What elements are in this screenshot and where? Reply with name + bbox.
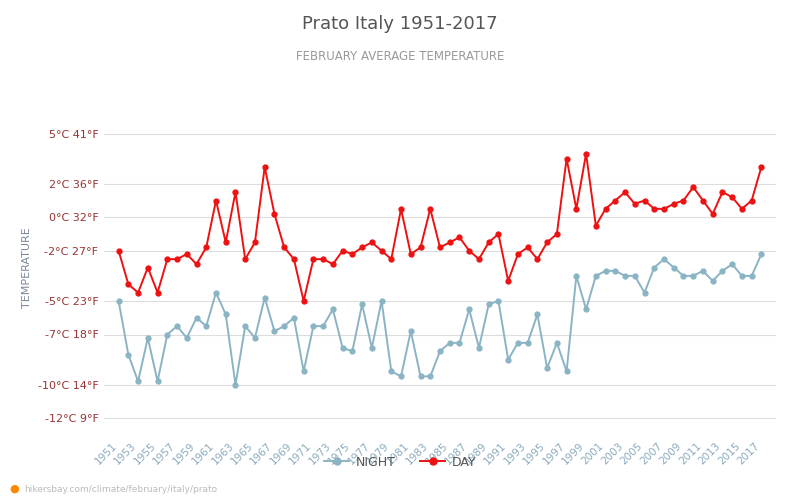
NIGHT [386, 368, 396, 374]
DAY [192, 261, 202, 267]
DAY [718, 189, 727, 195]
NIGHT [610, 268, 620, 274]
Text: hikersbay.com/climate/february/italy/prato: hikersbay.com/climate/february/italy/pra… [24, 485, 217, 494]
DAY [299, 298, 309, 304]
DAY [416, 244, 426, 250]
Text: ●: ● [10, 484, 19, 494]
NIGHT [757, 251, 766, 257]
Text: Prato Italy 1951-2017: Prato Italy 1951-2017 [302, 15, 498, 33]
Y-axis label: TEMPERATURE: TEMPERATURE [22, 227, 32, 308]
DAY [162, 256, 172, 262]
DAY [620, 189, 630, 195]
NIGHT [416, 374, 426, 380]
NIGHT [230, 382, 240, 388]
DAY [114, 248, 123, 254]
NIGHT [114, 298, 123, 304]
DAY [757, 164, 766, 170]
NIGHT [192, 315, 202, 321]
Text: FEBRUARY AVERAGE TEMPERATURE: FEBRUARY AVERAGE TEMPERATURE [296, 50, 504, 63]
DAY [386, 256, 396, 262]
DAY [582, 150, 591, 156]
NIGHT [718, 268, 727, 274]
Line: DAY: DAY [116, 151, 764, 304]
Line: NIGHT: NIGHT [116, 252, 764, 387]
NIGHT [211, 290, 221, 296]
Legend: NIGHT, DAY: NIGHT, DAY [319, 451, 481, 474]
